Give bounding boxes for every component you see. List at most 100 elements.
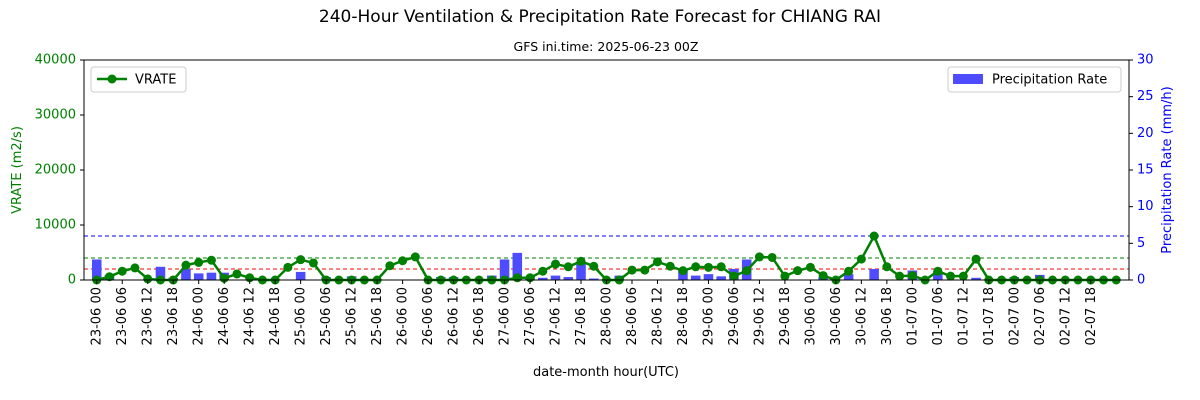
x-tick-label: 27-06 12 (549, 287, 564, 345)
vrate-point (907, 271, 917, 281)
vrate-point (958, 271, 968, 281)
vrate-point (398, 256, 408, 266)
x-tick-label: 24-06 06 (217, 287, 232, 345)
chart-subtitle: GFS ini.time: 2025-06-23 00Z (514, 39, 699, 54)
x-tick-label: 23-06 12 (141, 287, 156, 345)
x-tick-label: 01-07 06 (931, 287, 946, 345)
right-tick-label: 5 (1137, 236, 1145, 251)
vrate-point (933, 266, 943, 276)
x-tick-label: 23-06 00 (90, 287, 105, 345)
x-tick-label: 25-06 12 (345, 287, 360, 345)
left-y-axis-label: VRATE (m2/s) (10, 126, 25, 214)
left-y-axis-ticks: 0 10000 20000 30000 40000 (35, 53, 84, 288)
vrate-point (130, 263, 140, 273)
precipitation-bar (588, 278, 599, 280)
vrate-point (563, 262, 573, 272)
x-tick-label: 27-06 18 (574, 287, 589, 345)
vrate-point (856, 254, 866, 264)
precipitation-bar (193, 273, 204, 280)
vrate-point (117, 266, 127, 276)
precipitation-bar (576, 262, 586, 280)
x-tick-label: 02-07 06 (1033, 287, 1048, 345)
x-tick-label: 27-06 00 (498, 287, 513, 345)
x-tick-label: 26-06 18 (472, 287, 487, 345)
x-tick-label: 30-06 12 (854, 287, 869, 345)
vrate-point (805, 262, 815, 272)
precipitation-bar (181, 269, 191, 280)
x-axis-ticks: 23-06 00 23-06 06 23-06 12 23-06 18 24-06 00… (90, 280, 1099, 345)
x-tick-label: 01-07 18 (982, 287, 997, 345)
vrate-point (678, 266, 688, 276)
vrate-point (551, 259, 561, 269)
precipitation-bar (499, 259, 510, 280)
right-tick-label: 25 (1137, 89, 1154, 104)
precipitation-bar (716, 276, 726, 280)
vrate-point (194, 257, 204, 267)
legend-vrate-label: VRATE (135, 73, 176, 88)
x-tick-label: 29-06 18 (778, 287, 793, 345)
x-tick-label: 28-06 18 (676, 287, 691, 345)
vrate-point (754, 252, 764, 262)
precipitation-bar (690, 275, 701, 280)
vrate-point (512, 273, 522, 283)
vrate-point (232, 269, 242, 279)
precipitation-bar (538, 277, 548, 280)
vrate-point (538, 266, 548, 276)
vrate-point (895, 271, 905, 281)
vrate-point (665, 261, 675, 271)
vrate-point (219, 273, 229, 283)
vrate-point (283, 262, 293, 272)
left-tick-label: 30000 (35, 108, 76, 123)
x-tick-label: 27-06 06 (523, 287, 538, 345)
precipitation-bar (703, 274, 714, 280)
x-tick-label: 28-06 00 (600, 287, 615, 345)
right-tick-label: 10 (1137, 199, 1154, 214)
x-tick-label: 01-07 00 (905, 287, 920, 345)
precipitation-bar (295, 271, 306, 280)
vrate-point (576, 256, 586, 266)
vrate-point (308, 258, 318, 268)
vrate-point (181, 260, 191, 270)
x-tick-label: 26-06 00 (396, 287, 411, 345)
x-tick-label: 29-06 12 (752, 287, 767, 345)
vrate-point (627, 265, 637, 275)
vrate-point (652, 257, 662, 267)
legend-precipitation-label: Precipitation Rate (992, 73, 1107, 88)
vrate-point (729, 271, 739, 281)
vrate-point (869, 231, 879, 241)
x-tick-label: 02-07 12 (1058, 287, 1073, 345)
precipitation-bar (206, 272, 217, 280)
vrate-point (703, 262, 713, 272)
x-tick-label: 30-06 00 (803, 287, 818, 345)
vrate-point (206, 255, 216, 265)
x-tick-label: 29-06 00 (701, 287, 716, 345)
precipitation-bar (563, 277, 574, 280)
left-tick-label: 20000 (35, 163, 76, 178)
x-axis-label: date-month hour(UTC) (533, 365, 679, 380)
vrate-point (844, 266, 854, 276)
vrate-point (385, 261, 395, 271)
x-tick-label: 30-06 18 (880, 287, 895, 345)
vrate-point (767, 252, 777, 262)
chart-title: 240-Hour Ventilation & Precipitation Rat… (319, 7, 881, 27)
x-tick-label: 26-06 12 (447, 287, 462, 345)
right-tick-label: 20 (1137, 126, 1154, 141)
right-tick-label: 15 (1137, 163, 1154, 178)
reference-lines (84, 235, 1129, 270)
legend-vrate-marker (107, 74, 117, 84)
legend-precipitation-swatch (953, 74, 983, 84)
vrate-point (742, 266, 752, 276)
x-tick-label: 23-06 06 (115, 287, 130, 345)
x-tick-label: 02-07 18 (1084, 287, 1099, 345)
x-tick-label: 29-06 06 (727, 287, 742, 345)
vrate-point (971, 254, 981, 264)
precipitation-bar (155, 266, 166, 280)
left-tick-label: 10000 (35, 218, 76, 233)
right-y-axis-label: Precipitation Rate (mm/h) (1160, 86, 1175, 253)
vrate-point (780, 271, 790, 281)
vrate-point (793, 266, 803, 276)
left-tick-label: 40000 (35, 53, 76, 68)
x-tick-label: 30-06 06 (829, 287, 844, 345)
x-tick-label: 01-07 12 (956, 287, 971, 345)
